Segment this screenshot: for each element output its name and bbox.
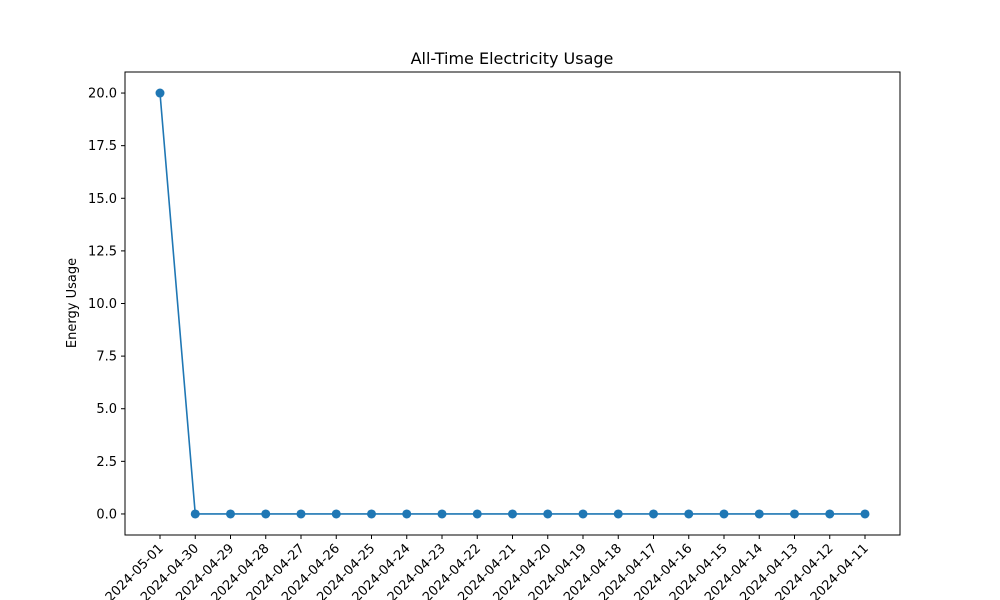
data-point	[402, 509, 412, 519]
data-point	[543, 509, 553, 519]
y-tick-label: 0.0	[96, 507, 117, 522]
data-point	[472, 509, 482, 519]
data-point	[190, 509, 200, 519]
y-tick-label: 10.0	[88, 297, 117, 312]
y-tick-label: 7.5	[96, 350, 117, 365]
y-tick-label: 15.0	[88, 192, 117, 207]
data-point	[155, 88, 165, 98]
data-point	[649, 509, 658, 519]
data-point	[613, 509, 623, 519]
data-point	[437, 509, 447, 519]
data-point	[825, 509, 835, 519]
data-point	[719, 509, 729, 519]
data-point	[684, 509, 694, 519]
y-tick-label: 20.0	[88, 87, 117, 102]
chart-title: All-Time Electricity Usage	[411, 49, 614, 68]
data-point	[367, 509, 376, 519]
data-point	[261, 509, 271, 519]
y-axis-label: Energy Usage	[65, 258, 80, 348]
data-point	[860, 509, 870, 519]
plot-area: 0.02.55.07.510.012.515.017.520.02024-05-…	[88, 71, 901, 600]
data-point	[226, 509, 235, 519]
y-tick-label: 17.5	[88, 139, 117, 154]
data-point	[508, 509, 517, 519]
series-line	[159, 92, 865, 515]
data-point	[578, 509, 588, 519]
data-point	[296, 509, 306, 519]
data-point	[331, 509, 341, 519]
y-tick-label: 5.0	[96, 402, 117, 417]
y-tick-label: 2.5	[96, 455, 117, 470]
y-tick-label: 12.5	[88, 244, 117, 259]
data-point	[790, 509, 799, 519]
plot-frame	[124, 71, 901, 536]
data-point	[754, 509, 764, 519]
